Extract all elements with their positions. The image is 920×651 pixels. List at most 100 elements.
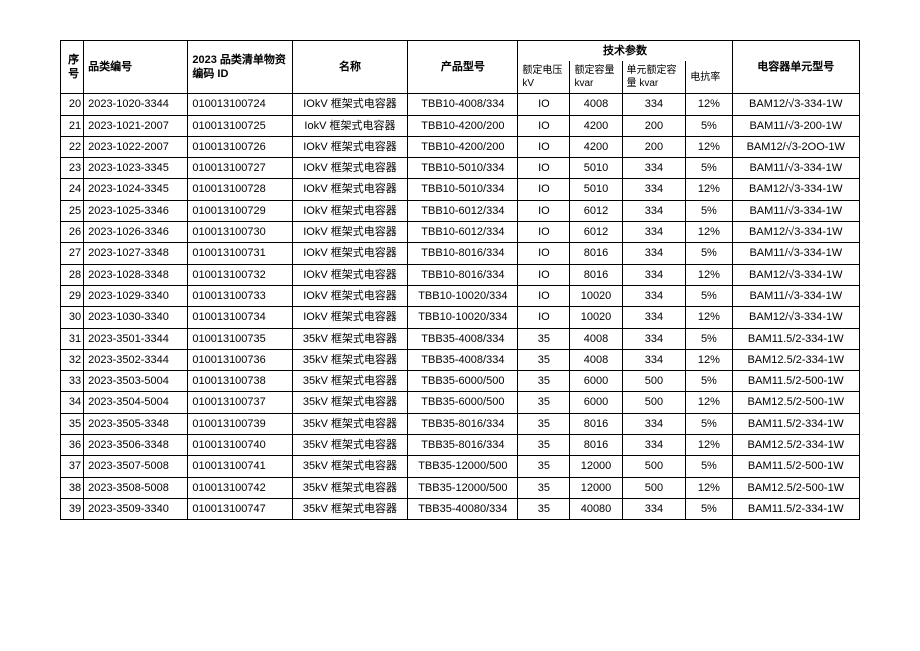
table-row: 292023-1029-3340010013100733IOkV 框架式电容器T… [61, 285, 860, 306]
cell-voltage: 35 [518, 435, 570, 456]
cell-category: 2023-3501-3344 [84, 328, 188, 349]
header-model: 产品型号 [408, 41, 518, 94]
cell-material: 010013100731 [188, 243, 292, 264]
cell-reactance: 5% [686, 371, 732, 392]
cell-material: 010013100737 [188, 392, 292, 413]
cell-voltage: IO [518, 222, 570, 243]
cell-seq: 37 [61, 456, 84, 477]
table-row: 302023-1030-3340010013100734IOkV 框架式电容器T… [61, 307, 860, 328]
cell-capacity: 8016 [570, 264, 622, 285]
cell-name: 35kV 框架式电容器 [292, 435, 408, 456]
cell-cap-model: BAM12.5/2-500-1W [732, 477, 859, 498]
cell-capacity: 4008 [570, 94, 622, 115]
header-unit: 单元额定容 量 kvar [622, 61, 686, 94]
cell-seq: 26 [61, 222, 84, 243]
cell-category: 2023-3505-3348 [84, 413, 188, 434]
cell-reactance: 5% [686, 243, 732, 264]
cell-voltage: IO [518, 94, 570, 115]
cell-material: 010013100736 [188, 349, 292, 370]
header-voltage-sub: kV [522, 78, 534, 89]
cell-seq: 27 [61, 243, 84, 264]
cell-voltage: 35 [518, 413, 570, 434]
cell-model: TBB35-6000/500 [408, 371, 518, 392]
cell-unit: 334 [622, 349, 686, 370]
cell-name: IOkV 框架式电容器 [292, 243, 408, 264]
cell-model: TBB10-5010/334 [408, 158, 518, 179]
cell-model: TBB10-6012/334 [408, 200, 518, 221]
cell-unit: 334 [622, 435, 686, 456]
cell-model: TBB10-5010/334 [408, 179, 518, 200]
cell-name: 35kV 框架式电容器 [292, 456, 408, 477]
cell-voltage: 35 [518, 371, 570, 392]
cell-material: 010013100738 [188, 371, 292, 392]
cell-name: IokV 框架式电容器 [292, 115, 408, 136]
cell-model: TBB35-6000/500 [408, 392, 518, 413]
header-tech-params: 技术参数 [518, 41, 732, 62]
cell-cap-model: BAM11/√3-334-1W [732, 243, 859, 264]
cell-reactance: 12% [686, 222, 732, 243]
table-row: 342023-3504-500401001310073735kV 框架式电容器T… [61, 392, 860, 413]
cell-category: 2023-3503-5004 [84, 371, 188, 392]
table-row: 222023-1022-2007010013100726IOkV 框架式电容器T… [61, 136, 860, 157]
cell-reactance: 5% [686, 328, 732, 349]
capacitor-spec-table: 序号 品类编号 2023 品类清单物资编码 ID 名称 产品型号 技术参数 电容… [60, 40, 860, 520]
cell-reactance: 12% [686, 349, 732, 370]
cell-cap-model: BAM11.5/2-334-1W [732, 498, 859, 519]
cell-model: TBB10-6012/334 [408, 222, 518, 243]
cell-reactance: 12% [686, 264, 732, 285]
cell-model: TBB10-8016/334 [408, 264, 518, 285]
cell-reactance: 5% [686, 200, 732, 221]
cell-reactance: 5% [686, 285, 732, 306]
cell-capacity: 12000 [570, 456, 622, 477]
cell-category: 2023-1026-3346 [84, 222, 188, 243]
cell-category: 2023-1025-3346 [84, 200, 188, 221]
cell-reactance: 12% [686, 435, 732, 456]
cell-voltage: 35 [518, 328, 570, 349]
cell-voltage: IO [518, 115, 570, 136]
table-row: 232023-1023-3345010013100727IOkV 框架式电容器T… [61, 158, 860, 179]
cell-name: IOkV 框架式电容器 [292, 136, 408, 157]
cell-category: 2023-1024-3345 [84, 179, 188, 200]
table-row: 362023-3506-334801001310074035kV 框架式电容器T… [61, 435, 860, 456]
cell-name: IOkV 框架式电容器 [292, 200, 408, 221]
cell-reactance: 5% [686, 158, 732, 179]
cell-material: 010013100742 [188, 477, 292, 498]
cell-model: TBB10-10020/334 [408, 285, 518, 306]
cell-capacity: 4200 [570, 136, 622, 157]
table-row: 332023-3503-500401001310073835kV 框架式电容器T… [61, 371, 860, 392]
cell-seq: 33 [61, 371, 84, 392]
cell-unit: 500 [622, 392, 686, 413]
cell-model: TBB10-4200/200 [408, 136, 518, 157]
cell-voltage: IO [518, 243, 570, 264]
cell-reactance: 12% [686, 477, 732, 498]
cell-cap-model: BAM11.5/2-334-1W [732, 413, 859, 434]
cell-material: 010013100730 [188, 222, 292, 243]
cell-model: TBB10-8016/334 [408, 243, 518, 264]
cell-seq: 25 [61, 200, 84, 221]
header-cap-model: 电容器单元型号 [732, 41, 859, 94]
cell-unit: 334 [622, 222, 686, 243]
cell-seq: 31 [61, 328, 84, 349]
cell-voltage: IO [518, 179, 570, 200]
cell-material: 010013100727 [188, 158, 292, 179]
cell-category: 2023-3506-3348 [84, 435, 188, 456]
cell-voltage: 35 [518, 477, 570, 498]
table-row: 372023-3507-500801001310074135kV 框架式电容器T… [61, 456, 860, 477]
cell-reactance: 5% [686, 115, 732, 136]
cell-seq: 35 [61, 413, 84, 434]
cell-model: TBB35-8016/334 [408, 435, 518, 456]
cell-cap-model: BAM12.5/2-334-1W [732, 349, 859, 370]
header-category: 品类编号 [84, 41, 188, 94]
cell-category: 2023-3507-5008 [84, 456, 188, 477]
header-seq: 序号 [61, 41, 84, 94]
table-row: 202023-1020-3344010013100724IOkV 框架式电容器T… [61, 94, 860, 115]
cell-name: IOkV 框架式电容器 [292, 158, 408, 179]
cell-material: 010013100732 [188, 264, 292, 285]
cell-unit: 500 [622, 371, 686, 392]
cell-voltage: IO [518, 200, 570, 221]
cell-unit: 334 [622, 200, 686, 221]
cell-cap-model: BAM12/√3-334-1W [732, 94, 859, 115]
cell-voltage: 35 [518, 349, 570, 370]
cell-model: TBB35-40080/334 [408, 498, 518, 519]
cell-name: 35kV 框架式电容器 [292, 371, 408, 392]
